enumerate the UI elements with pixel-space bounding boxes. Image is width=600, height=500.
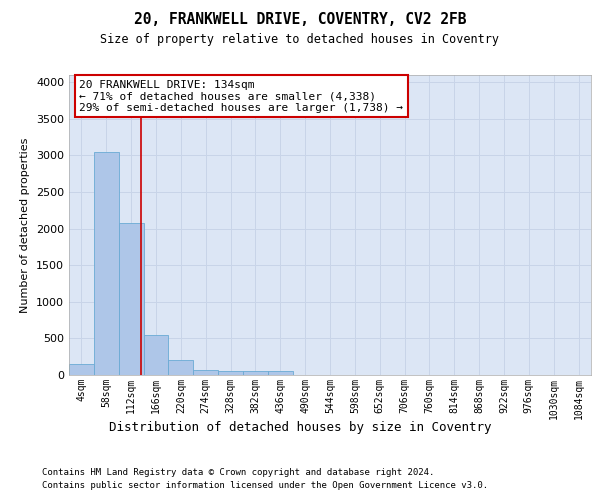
Bar	[169, 360, 193, 375]
Bar	[94, 152, 119, 375]
Bar	[143, 335, 169, 375]
Bar	[193, 370, 218, 375]
Y-axis label: Number of detached properties: Number of detached properties	[20, 138, 31, 312]
Text: 20 FRANKWELL DRIVE: 134sqm
← 71% of detached houses are smaller (4,338)
29% of s: 20 FRANKWELL DRIVE: 134sqm ← 71% of deta…	[79, 80, 403, 112]
Text: Distribution of detached houses by size in Coventry: Distribution of detached houses by size …	[109, 421, 491, 434]
Bar	[268, 371, 293, 375]
Bar	[119, 223, 143, 375]
Text: Size of property relative to detached houses in Coventry: Size of property relative to detached ho…	[101, 32, 499, 46]
Bar	[218, 371, 243, 375]
Bar	[69, 364, 94, 375]
Text: Contains HM Land Registry data © Crown copyright and database right 2024.: Contains HM Land Registry data © Crown c…	[42, 468, 434, 477]
Text: 20, FRANKWELL DRIVE, COVENTRY, CV2 2FB: 20, FRANKWELL DRIVE, COVENTRY, CV2 2FB	[134, 12, 466, 28]
Text: Contains public sector information licensed under the Open Government Licence v3: Contains public sector information licen…	[42, 482, 488, 490]
Bar	[243, 371, 268, 375]
